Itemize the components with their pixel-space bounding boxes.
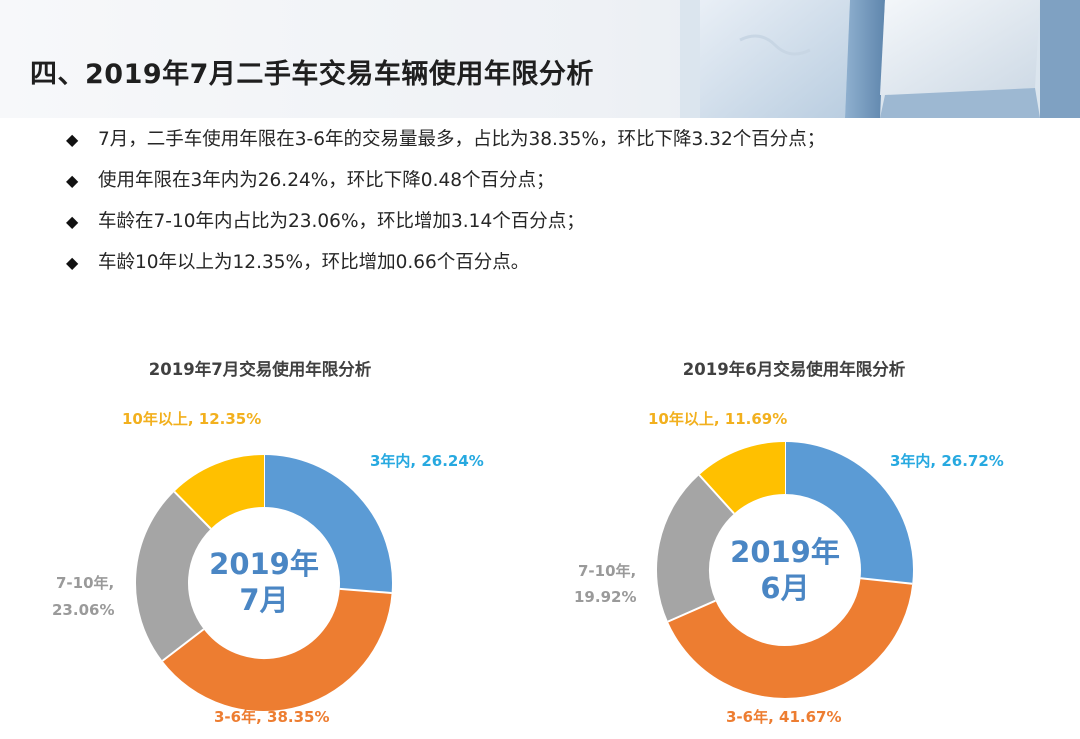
- data-label-7to10: 7-10年,: [578, 562, 637, 580]
- data-label-over10: 10年以上, 11.69%: [648, 410, 788, 428]
- donut-segment-over10: [699, 442, 786, 515]
- segment-separator: [667, 599, 716, 623]
- page-title: 四、2019年7月二手车交易车辆使用年限分析: [30, 59, 594, 90]
- center-month: 7月: [239, 583, 289, 617]
- bullet-text: 车龄在7-10年内占比为23.06%，环比增加3.14个百分点；: [98, 211, 585, 232]
- chart-title: 2019年7月交易使用年限分析: [148, 360, 372, 379]
- decorative-cubes-image: [680, 0, 1080, 118]
- diamond-bullet-icon: ◆: [66, 253, 79, 272]
- donut-segment-within3: [784, 442, 913, 584]
- header-banner: 四、2019年7月二手车交易车辆使用年限分析: [0, 0, 1080, 118]
- segment-separator: [173, 490, 212, 530]
- donut-segment-3to6: [667, 577, 913, 698]
- data-label-within3: 3年内, 26.24%: [370, 452, 484, 470]
- donut-center-label: 2019年 6月: [705, 534, 865, 606]
- data-label-7to10: 7-10年,: [56, 574, 115, 592]
- bullet-text: 7月，二手车使用年限在3-6年的交易量最多，占比为38.35%，环比下降3.32…: [98, 129, 826, 150]
- data-label-3to6: 3-6年, 41.67%: [726, 708, 842, 726]
- chart-title: 2019年6月交易使用年限分析: [682, 360, 906, 379]
- diamond-bullet-icon: ◆: [66, 130, 79, 149]
- donut-svg: [657, 442, 913, 698]
- data-label-within3: 3年内, 26.72%: [890, 452, 1004, 470]
- donut-chart-june: 2019年6月交易使用年限分析 10年以上, 11.69% 3年内, 26.72…: [540, 340, 1080, 739]
- summary-bullet: ◆ 使用年限在3年内为26.24%，环比下降0.48个百分点；: [66, 165, 825, 206]
- segment-separator: [161, 628, 205, 662]
- donut-segment-3to6: [162, 588, 392, 711]
- donut-segment-7to10: [657, 475, 735, 622]
- donut-segment-within3: [263, 455, 392, 593]
- center-year: 2019年: [209, 547, 319, 581]
- bullet-text: 车龄10年以上为12.35%，环比增加0.66个百分点。: [98, 252, 530, 273]
- data-label-7to10-value: 19.92%: [574, 588, 637, 606]
- summary-bullet: ◆ 车龄在7-10年内占比为23.06%，环比增加3.14个百分点；: [66, 206, 825, 247]
- donut-chart-july: 2019年7月交易使用年限分析 10年以上, 12.35% 3年内, 26.24…: [0, 340, 540, 739]
- donut-segment-over10: [174, 455, 265, 530]
- diamond-bullet-icon: ◆: [66, 171, 79, 190]
- segment-separator: [860, 577, 913, 585]
- data-label-over10: 10年以上, 12.35%: [122, 410, 262, 428]
- donut-center-label: 2019年 7月: [184, 546, 344, 618]
- summary-bullet: ◆ 车龄10年以上为12.35%，环比增加0.66个百分点。: [66, 247, 825, 288]
- summary-bullet-list: ◆ 7月，二手车使用年限在3-6年的交易量最多，占比为38.35%，环比下降3.3…: [66, 124, 825, 288]
- diamond-bullet-icon: ◆: [66, 212, 79, 231]
- donut-segment-7to10: [136, 491, 212, 661]
- data-label-7to10-value: 23.06%: [52, 601, 115, 619]
- segment-separator: [698, 474, 735, 515]
- data-label-3to6: 3-6年, 38.35%: [214, 708, 330, 726]
- donut-svg: [136, 455, 392, 711]
- center-month: 6月: [760, 571, 810, 605]
- summary-bullet: ◆ 7月，二手车使用年限在3-6年的交易量最多，占比为38.35%，环比下降3.3…: [66, 124, 825, 165]
- segment-separator: [339, 587, 392, 594]
- center-year: 2019年: [730, 535, 840, 569]
- bullet-text: 使用年限在3年内为26.24%，环比下降0.48个百分点；: [98, 170, 555, 191]
